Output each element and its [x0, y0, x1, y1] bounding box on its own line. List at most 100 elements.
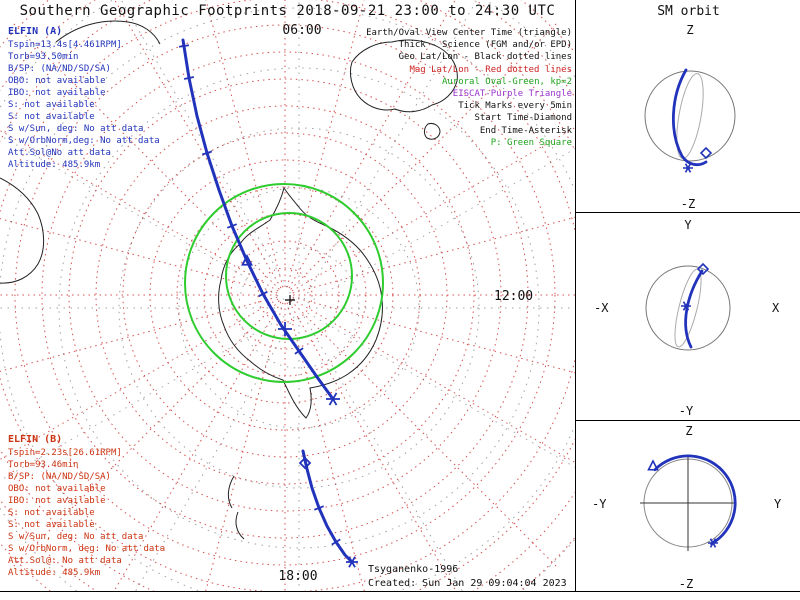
- elfin-b-info-block: ELFIN (B) Tspin=2.23s[26.61RPM] Torb=93.4…: [8, 434, 165, 579]
- coastline-africa: [55, 20, 161, 45]
- legend-line: End Time-Asterisk: [479, 125, 572, 136]
- grid-line: [0, 296, 278, 372]
- tick-marker: [258, 290, 268, 298]
- diamond-marker: [699, 146, 713, 160]
- legend-line: P: Green Square: [490, 137, 572, 148]
- tick-marker: [183, 76, 195, 80]
- legend-line: Tick Marks every 5min: [458, 101, 572, 112]
- plot-legend: Earth/Oval View Center Time (triangle) Th…: [352, 27, 572, 149]
- tick-marker: [178, 44, 190, 48]
- orbit-track: [684, 269, 704, 349]
- grid-circle: [257, 267, 313, 323]
- auroral-oval-outer: [184, 183, 384, 383]
- clock-label-1200: 12:00: [494, 289, 534, 304]
- orbit-sphere-outline: [644, 70, 736, 162]
- orbit-markers: [681, 262, 710, 311]
- elfin-a-header: ELFIN (A): [8, 26, 63, 37]
- grid-circle: [149, 159, 421, 431]
- grid-line: [288, 301, 457, 591]
- asterisk-marker: [681, 301, 691, 311]
- elfin-a-line: Tspin=13.4s[4.461RPM]: [8, 40, 122, 50]
- plus-marker: [278, 322, 292, 336]
- grid-circle: [118, 127, 480, 489]
- grid-line: [290, 300, 558, 568]
- grid-line: [290, 22, 558, 290]
- sm-orbit-panel-yz2: Z -Z -Y Y: [576, 420, 800, 591]
- grid-line: [205, 0, 284, 288]
- elfin-a-line: S w/OrbNorm,deg: No att data: [8, 136, 160, 146]
- axis-label-x-left: -X: [594, 301, 609, 315]
- grid-line: [303, 316, 463, 591]
- legend-line: Mag Lat/Lon - Red dotted lines: [409, 64, 572, 75]
- elfin-a-info-block: ELFIN (A) Tspin=13.4s[4.461RPM] Torb=93.5…: [8, 26, 160, 171]
- triangle-marker: [647, 459, 659, 471]
- axis-label-y-right: Y: [774, 497, 782, 511]
- grid-line: [292, 216, 575, 294]
- elfin-a-line: Att.Sol@No att data: [8, 148, 111, 158]
- elfin-b-line: Att.Sol@: No att data: [8, 556, 122, 566]
- grid-circle: [14, 24, 556, 566]
- axis-label-x-right: X: [772, 301, 780, 315]
- clock-label-0600: 06:00: [282, 23, 322, 38]
- grid-line: [0, 129, 279, 292]
- elfin-a-line: S: not available: [8, 100, 95, 110]
- elfin-a-line: S: not available: [8, 112, 95, 122]
- pole-marker: [285, 295, 295, 305]
- clock-label-1800: 18:00: [278, 569, 318, 584]
- axis-label-z-top: Z: [686, 23, 693, 37]
- legend-line: EISCAT-Purple Triangle: [452, 89, 572, 100]
- elfin-a-lines: Tspin=13.4s[4.461RPM] Torb=93.50min B/SP: …: [8, 39, 160, 171]
- model-label: Tsyganenko-1996: [368, 564, 459, 575]
- tick-marker: [294, 347, 304, 355]
- legend-line: Geo Lat/Lon - Black dotted lines: [398, 52, 572, 63]
- coastline-south-america: [0, 177, 45, 284]
- elfin-b-line: S: not available: [8, 508, 95, 518]
- grid-line: [286, 0, 365, 288]
- created-timestamp: Created: Sun Jan 29 09:04:04 2023: [368, 578, 567, 589]
- diamond-marker: [696, 262, 710, 276]
- grid-line: [291, 126, 575, 292]
- elfin-a-line: B/SP: (NA/ND/SD/SA): [8, 64, 111, 74]
- orbit-track: [672, 68, 708, 167]
- elfin-b-line: S w/OrbNorm, deg: No att data: [8, 544, 166, 554]
- legend-line: Thick - Science (FGM and/or EPD): [398, 40, 572, 51]
- elfin-b-line: S w/Sun, deg: No att data: [8, 532, 144, 542]
- orbit-track: [653, 454, 737, 546]
- auroral-oval-inner: [225, 212, 353, 340]
- elfin-a-markers: [178, 44, 340, 406]
- bottom-border-line: [0, 591, 800, 592]
- grid-line: [288, 0, 456, 289]
- axis-label-y-bottom: -Y: [679, 404, 694, 418]
- legend-line: Start Time-Diamond: [474, 113, 572, 124]
- orbit-markers: [647, 459, 718, 548]
- sm-orbit-title: SM orbit: [657, 4, 720, 19]
- axis-label-y-left: -Y: [592, 497, 607, 511]
- elfin-b-track: [301, 449, 354, 564]
- grid-line: [12, 300, 280, 568]
- elfin-a-line: IBO: not available: [8, 88, 106, 98]
- grid-line: [307, 312, 575, 468]
- grid-circle: [230, 240, 340, 350]
- orbit-sphere-outline: [645, 265, 731, 351]
- coastline-new-zealand: [227, 475, 245, 540]
- grid-line: [307, 148, 575, 304]
- elfin-a-line: Altitude: 485.9km: [8, 160, 101, 170]
- elfin-b-line: IBO: not available: [8, 496, 106, 506]
- elfin-a-line: OBO: not available: [8, 76, 106, 86]
- grid-circle: [41, 51, 529, 539]
- tick-marker: [331, 538, 341, 546]
- axis-label-z-bottom: -Z: [681, 197, 695, 211]
- axis-label-z-bottom: -Z: [679, 577, 693, 591]
- sm-orbit-panel-xy: Y -Y -X X: [576, 212, 800, 418]
- elfin-b-lines: Tspin=2.23s[26.61RPM] Torb=93.46min B/SP: …: [8, 447, 165, 579]
- elfin-a-line: S w/Sun, deg: No att data: [8, 124, 144, 134]
- plot-title: Southern Geographic Footprints 2018-09-2…: [19, 3, 556, 19]
- grid-line: [286, 302, 365, 591]
- main-footprint-plot: [0, 0, 575, 591]
- diamond-marker: [298, 456, 312, 470]
- grid-line: [291, 298, 575, 464]
- sm-orbit-panel-yz: Z -Z: [644, 23, 736, 211]
- grid-line: [114, 0, 282, 289]
- grid-line: [113, 301, 282, 591]
